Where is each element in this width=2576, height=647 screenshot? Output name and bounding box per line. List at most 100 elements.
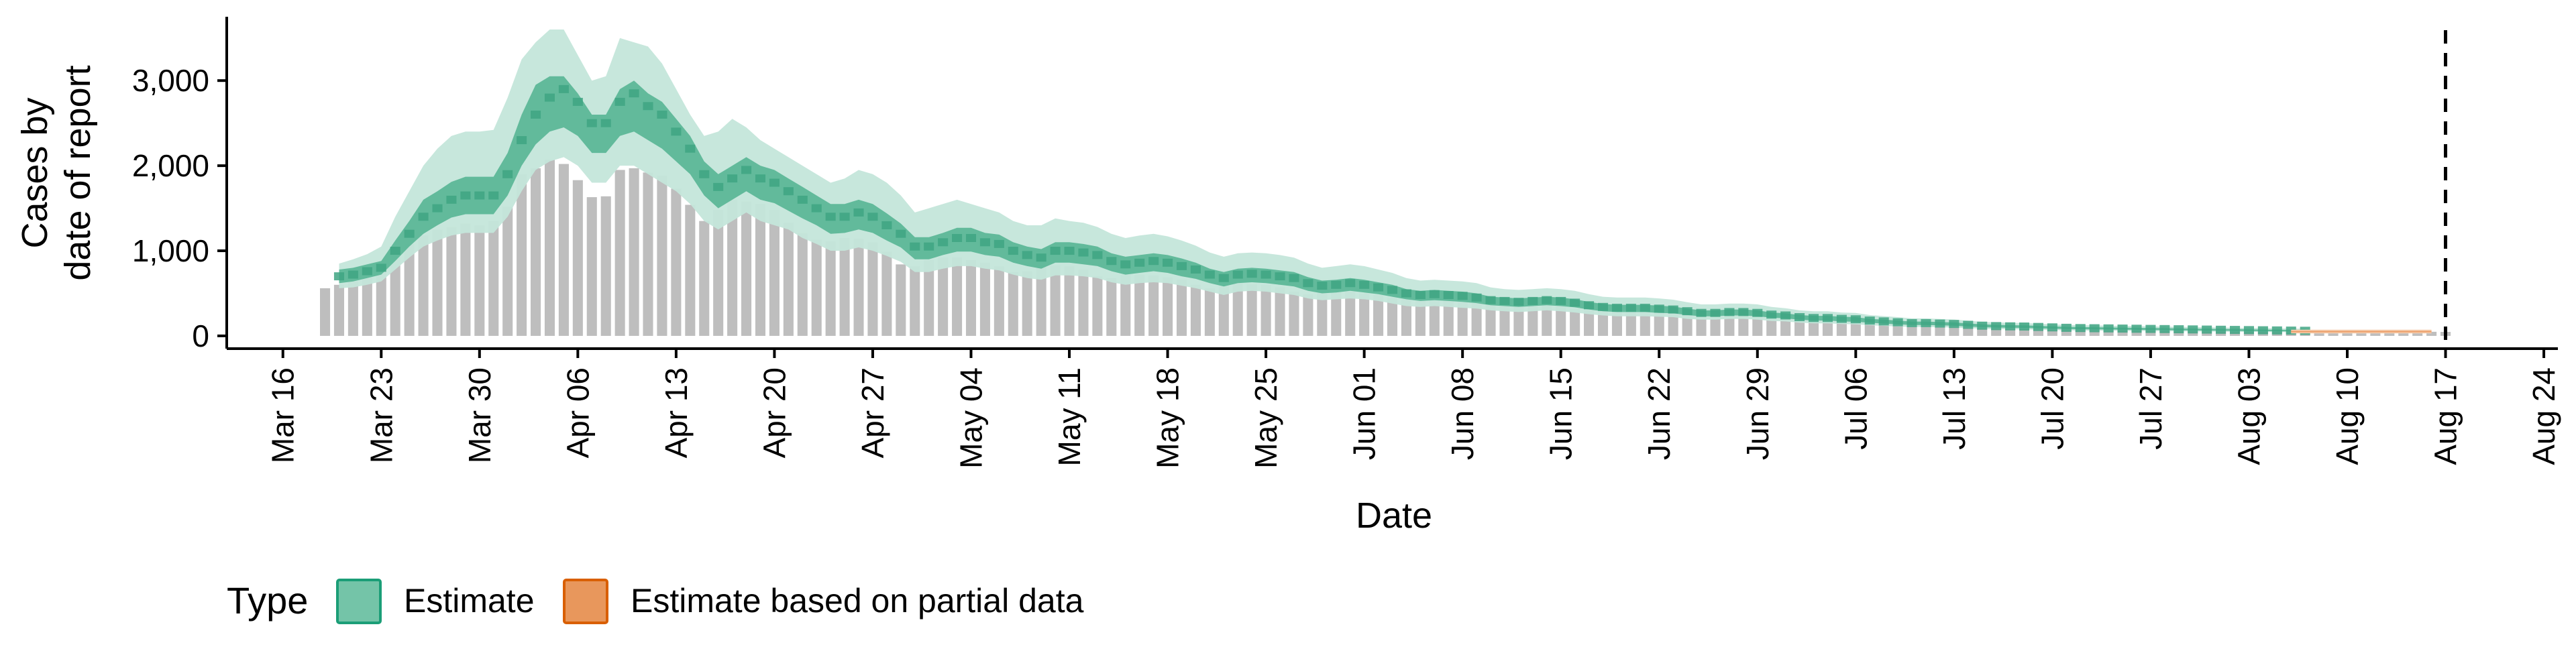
x-tick-label: Jun 22	[1642, 367, 1676, 460]
data-bar	[2412, 331, 2423, 336]
data-bar	[1260, 284, 1271, 336]
estimate-median-mark	[544, 93, 555, 102]
data-bar	[600, 196, 611, 336]
data-bar	[643, 172, 653, 336]
data-bar	[614, 170, 625, 336]
estimate-median-mark	[1907, 318, 1917, 327]
data-bar	[2328, 331, 2339, 336]
data-bar	[1738, 314, 1749, 336]
y-tick-label: 2,000	[132, 148, 209, 183]
x-tick-label: May 25	[1248, 367, 1283, 469]
estimate-median-mark	[460, 191, 471, 200]
estimate-median-mark	[699, 170, 710, 178]
estimate-median-mark	[755, 174, 766, 183]
x-tick-label: May 04	[954, 367, 989, 469]
data-bar	[1415, 298, 1426, 336]
estimate-median-mark	[910, 242, 920, 251]
x-tick-label: Apr 27	[855, 367, 890, 459]
estimate-median-mark	[2033, 322, 2043, 331]
data-bar	[1429, 299, 1440, 336]
estimate-median-mark	[2061, 323, 2072, 332]
estimate-median-mark	[1345, 279, 1356, 288]
data-bar	[1878, 322, 1889, 336]
data-bar	[1597, 311, 1609, 336]
data-bar	[1556, 306, 1566, 336]
estimate-median-mark	[2089, 324, 2100, 333]
estimate-median-mark	[376, 263, 386, 272]
estimate-median-mark	[853, 208, 864, 217]
data-bar	[432, 229, 443, 336]
estimate-median-mark	[783, 187, 794, 196]
x-tick-label: Jun 15	[1544, 367, 1578, 460]
estimate-median-mark	[1401, 289, 1411, 298]
estimate-median-mark	[1654, 304, 1664, 313]
estimate-median-mark	[2047, 323, 2057, 332]
data-bar	[1317, 291, 1328, 336]
estimate-median-mark	[586, 119, 597, 127]
estimate-median-mark	[1148, 257, 1159, 266]
data-bar	[924, 260, 934, 336]
data-bar	[544, 160, 555, 336]
estimate-median-mark	[432, 204, 443, 213]
x-tick-label: May 11	[1052, 367, 1087, 466]
estimate-median-mark	[1471, 293, 1482, 302]
estimate-median-mark	[1738, 308, 1749, 316]
data-bar	[1668, 312, 1678, 336]
data-bar	[867, 242, 878, 336]
estimate-median-mark	[1766, 310, 1777, 319]
data-bar	[1359, 293, 1370, 336]
x-tick-label: Apr 13	[659, 367, 694, 459]
estimate-median-mark	[418, 213, 429, 221]
data-bar	[1163, 277, 1173, 336]
data-bar	[1640, 310, 1650, 336]
data-bar	[1485, 305, 1496, 336]
estimate-median-mark	[1190, 265, 1201, 274]
data-bar	[1373, 295, 1384, 336]
estimate-median-mark	[1443, 291, 1454, 300]
estimate-median-mark	[1949, 320, 1960, 329]
estimate-median-mark	[1864, 316, 1875, 325]
data-bar	[1106, 278, 1117, 336]
estimate-median-mark	[2145, 325, 2156, 333]
estimate-median-mark	[965, 234, 977, 242]
legend-label-partial: Estimate based on partial data	[631, 582, 1084, 620]
estimate-median-mark	[1935, 319, 1945, 328]
estimate-median-mark	[727, 174, 738, 183]
estimate-median-mark	[2271, 326, 2282, 335]
estimate-median-mark	[362, 267, 372, 276]
estimate-median-mark	[1991, 322, 2002, 331]
x-tick-label: Jul 20	[2035, 367, 2070, 450]
data-bar	[938, 257, 949, 336]
legend-label-estimate: Estimate	[404, 582, 535, 620]
estimate-median-mark	[1780, 311, 1791, 320]
x-tick-label: Mar 30	[462, 367, 497, 463]
estimate-median-mark	[1921, 318, 1931, 327]
estimate-median-mark	[657, 110, 667, 119]
data-bar	[558, 164, 569, 336]
data-bar	[1457, 302, 1468, 336]
estimate-median-mark	[2257, 326, 2268, 335]
y-axis-title-line-2: date of report	[58, 65, 98, 280]
estimate-median-mark	[1794, 313, 1805, 322]
estimate-inner-band	[339, 76, 2306, 332]
data-bar	[1022, 271, 1032, 336]
data-bar	[1120, 274, 1131, 336]
y-tick-label: 0	[192, 318, 209, 353]
estimate-median-mark	[2103, 324, 2114, 333]
estimate-median-mark	[2075, 324, 2086, 333]
data-bar	[446, 227, 457, 336]
estimate-median-mark	[1232, 270, 1243, 279]
estimate-median-mark	[2202, 325, 2212, 334]
data-bar	[2426, 331, 2437, 336]
data-bar	[586, 197, 597, 336]
estimate-median-mark	[1050, 247, 1061, 255]
estimate-median-mark	[1064, 247, 1075, 255]
data-bar	[572, 180, 583, 336]
data-bar	[1570, 308, 1580, 336]
estimate-median-mark	[979, 238, 990, 247]
estimate-median-mark	[938, 238, 949, 247]
x-axis-title: Date	[1356, 495, 1432, 536]
data-bar	[390, 251, 400, 336]
data-bar	[853, 239, 864, 336]
x-tick-label: Aug 10	[2330, 367, 2365, 465]
